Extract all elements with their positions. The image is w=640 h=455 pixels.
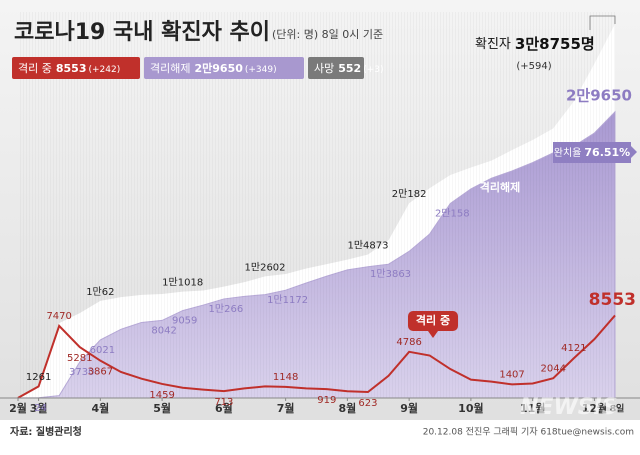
isolated-label: 5281 xyxy=(67,353,92,364)
isolated-total: 8553 xyxy=(589,290,636,310)
summary-change: (+3) xyxy=(363,65,383,75)
watermark: NEWSIS xyxy=(520,395,618,420)
confirmed-change: (+594) xyxy=(516,61,551,72)
released-label: 3730 xyxy=(69,367,94,378)
summary: 격리 중 8553 (+242) 격리해제 2만9650 (+349) 사망 552 (+3) xyxy=(12,57,384,79)
summary-value: 552 xyxy=(338,62,361,75)
x-tick-label: 12월 xyxy=(582,401,607,415)
confirmed-label: 2만182 xyxy=(392,188,427,200)
isolated-label: 1148 xyxy=(273,372,298,383)
confirmed-label: 1만4873 xyxy=(347,239,388,251)
summary-value: 2만9650 xyxy=(194,61,243,75)
isolated-callout-box xyxy=(408,311,458,331)
isolated-annotation: 격리 중 xyxy=(416,313,450,327)
released-annotation: 격리해제 xyxy=(480,180,520,194)
isolated-label: 4786 xyxy=(396,337,421,348)
summary-change: (+242) xyxy=(88,65,120,75)
x-tick-label: 4월 xyxy=(91,401,109,415)
confirmed-leader xyxy=(589,15,616,30)
summary-text: 사망 552 (+3) xyxy=(314,62,384,75)
confirmed-total: 3만8755명 xyxy=(515,35,595,53)
released-label: 24 xyxy=(34,403,47,414)
summary-box xyxy=(144,57,304,79)
released-total: 2만9650 xyxy=(566,87,632,105)
isolated-label: 3867 xyxy=(88,367,113,378)
x-tick-label: 10월 xyxy=(458,401,483,415)
rate-pointer xyxy=(631,146,637,158)
released-label: 8042 xyxy=(151,325,176,336)
summary-box xyxy=(308,57,364,79)
x-tick-label: 5월 xyxy=(153,401,171,415)
isolated-label: 7470 xyxy=(46,311,71,322)
source: 자료: 질병관리청 xyxy=(10,425,82,438)
x-tick-label: 3월 xyxy=(30,401,48,415)
released-label: 2만158 xyxy=(435,207,470,219)
isolated-label: 713 xyxy=(214,397,233,408)
confirmed-callout: 확진자 3만8755명 xyxy=(475,35,595,53)
isolated-line xyxy=(17,314,616,399)
summary-box xyxy=(12,57,140,79)
chart-subtitle: (단위: 명) 8일 0시 기준 xyxy=(272,27,383,41)
summary-text: 격리 중 8553 (+242) xyxy=(18,62,120,75)
isolated-label: 4121 xyxy=(561,343,586,354)
released-label: 9059 xyxy=(172,316,197,327)
x-tick-label: 7월 xyxy=(277,401,295,415)
credit: 20.12.08 전진우 그래픽 기자 618tue@newsis.com xyxy=(423,427,634,438)
isolated-label: 919 xyxy=(317,395,336,406)
confirmed-label: 1만2602 xyxy=(245,261,286,273)
isolated-callout-pointer xyxy=(428,331,438,338)
summary-name: 사망 xyxy=(314,62,334,75)
summary-change: (+349) xyxy=(245,65,277,75)
x-tick-label: 11월 xyxy=(520,401,545,415)
x-tick-label: 2월 xyxy=(9,401,27,415)
rate-value: 76.51% xyxy=(584,146,630,159)
x-tick-label: 8월 xyxy=(338,401,356,415)
released-label: 1만1172 xyxy=(267,294,308,306)
released-label: 6021 xyxy=(90,345,115,356)
x-tick-label: 8일 xyxy=(610,403,625,415)
x-tick-label: 6월 xyxy=(215,401,233,415)
confirmed-label: 1만62 xyxy=(86,286,114,298)
x-tick-label: 9월 xyxy=(400,401,418,415)
released-label: 1만266 xyxy=(209,303,244,315)
confirmed-name: 확진자 xyxy=(475,37,511,52)
summary-name: 격리해제 xyxy=(150,61,190,75)
summary-text: 격리해제 2만9650 (+349) xyxy=(150,61,277,75)
released-label: 1만3863 xyxy=(370,268,411,280)
summary-name: 격리 중 xyxy=(18,62,52,75)
isolated-label: 623 xyxy=(358,398,377,409)
rate-label: 완치율 xyxy=(554,147,582,159)
isolated-label: 2044 xyxy=(541,363,566,374)
isolated-label: 1407 xyxy=(499,369,524,380)
rate-box xyxy=(553,142,631,163)
footer-band xyxy=(0,420,640,455)
rate-text: 완치율 76.51% xyxy=(554,146,630,159)
confirmed-label: 1만1018 xyxy=(162,277,203,289)
isolated-label: 1459 xyxy=(149,390,174,401)
confirmed-label: 1261 xyxy=(26,372,51,383)
chart-title: 코로나19 국내 확진자 추이 xyxy=(14,20,270,45)
summary-value: 8553 xyxy=(56,62,87,75)
